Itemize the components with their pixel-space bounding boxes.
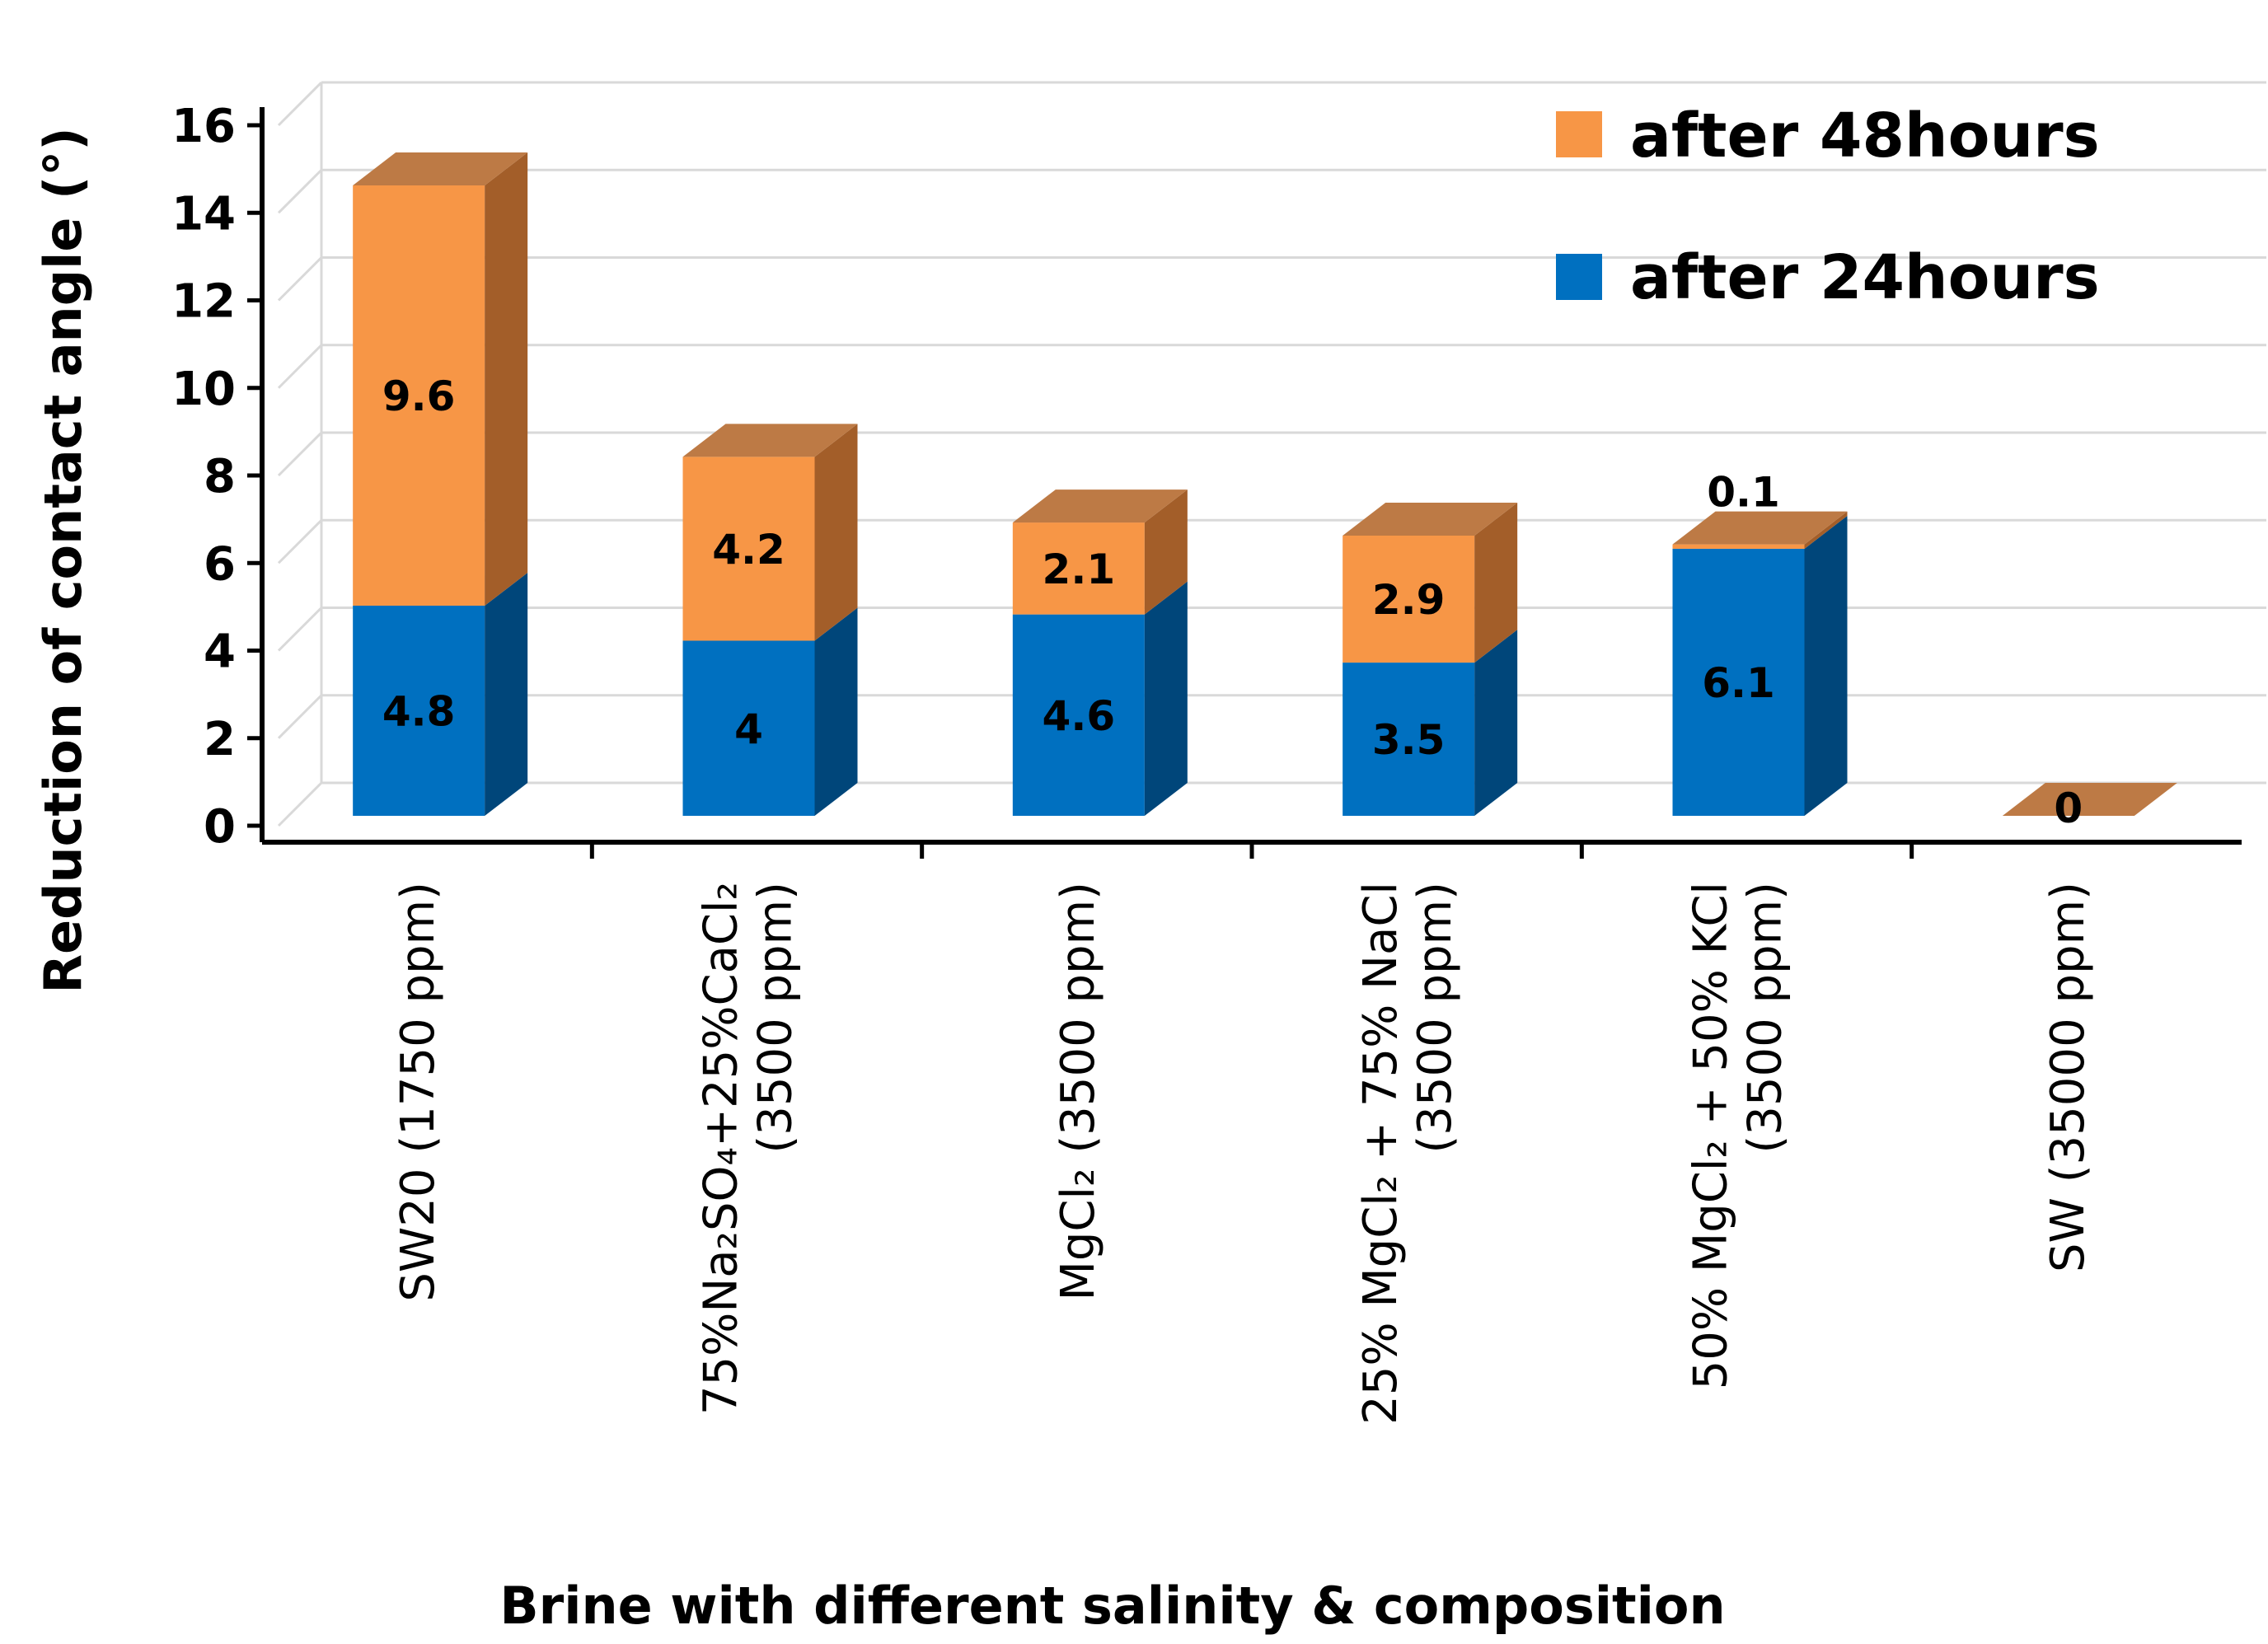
category-label-3-line-0: 25% MgCl₂ + 75% NaCl — [1354, 882, 1408, 1425]
y-tick-label-16: 16 — [171, 100, 236, 153]
gridline-side-14 — [277, 169, 323, 214]
bar-top-4 — [1672, 511, 1848, 545]
bar-side-after-24hours-4 — [1804, 515, 1848, 816]
data-label-after-24hours-4: 6.1 — [1702, 659, 1775, 707]
y-tick-label-6: 6 — [204, 537, 236, 591]
y-tick-label-12: 12 — [171, 275, 236, 329]
bar-front-after-24hours-4 — [1672, 548, 1805, 816]
chart-back-wall — [277, 81, 2266, 827]
legend: after 48hours after 24hours — [1556, 101, 2100, 313]
bar-top-1 — [682, 424, 858, 457]
bar-side-after-48hours-4 — [1804, 511, 1848, 549]
bar-top-5 — [2002, 783, 2177, 816]
gridline-side-4 — [277, 607, 323, 652]
gridline-side-8 — [277, 431, 323, 477]
y-tick-label-0: 0 — [204, 800, 236, 854]
data-label-after-24hours-3: 3.5 — [1372, 716, 1446, 764]
bar-top-0 — [353, 152, 528, 185]
legend-swatch-after-48hours — [1556, 111, 1602, 157]
bar-front-after-48hours-4 — [1672, 544, 1805, 549]
category-label-5-line-0: SW (35000 ppm) — [2041, 882, 2095, 1272]
legend-swatch-after-24hours — [1556, 254, 1602, 300]
bar-side-after-48hours-3 — [1474, 503, 1518, 663]
data-labels: 4.8 9.6 4 4.2 4.6 2.1 3.5 2.9 6.1 0.1 0 — [382, 372, 2083, 832]
bar-front-after-48hours-2 — [1012, 522, 1145, 615]
axes: 0 2 4 6 8 10 12 14 16 — [171, 100, 2242, 859]
gridline-side-2 — [277, 694, 323, 739]
bar-front-after-24hours-0 — [353, 606, 485, 816]
gridline-side-0 — [277, 781, 323, 827]
category-label-4-line-1: (3500 ppm) — [1739, 882, 1792, 1154]
data-label-after-48hours-4: 0.1 — [1707, 469, 1780, 517]
data-label-after-48hours-2: 2.1 — [1043, 546, 1116, 593]
category-label-2-line-0: MgCl₂ (3500 ppm) — [1052, 882, 1105, 1300]
data-label-after-24hours-0: 4.8 — [382, 688, 456, 736]
x-axis-title: Brine with different salinity & composit… — [499, 1576, 1725, 1636]
bar-top-2 — [1012, 489, 1188, 523]
bar-front-after-48hours-1 — [682, 457, 815, 641]
y-tick-label-14: 14 — [171, 187, 236, 241]
y-tick-label-2: 2 — [204, 713, 236, 766]
y-tick-label-4: 4 — [204, 625, 236, 679]
data-label-after-48hours-0: 9.6 — [382, 372, 456, 420]
y-axis-title: Reduction of contact angle (°) — [33, 127, 93, 993]
gridline-side-12 — [277, 256, 323, 302]
bar-side-after-48hours-2 — [1144, 489, 1188, 615]
category-label-1-line-0: 75%Na₂SO₄+25%CaCl₂ — [695, 882, 748, 1415]
category-label-4-line-0: 50% MgCl₂ + 50% KCl — [1685, 882, 1738, 1389]
bar-front-after-48hours-0 — [353, 185, 485, 606]
bar-front-after-48hours-3 — [1343, 536, 1475, 663]
category-label-3-line-1: (3500 ppm) — [1408, 882, 1462, 1154]
data-label-after-24hours-1: 4 — [734, 705, 763, 753]
bar-front-after-24hours-2 — [1012, 614, 1145, 816]
bar-side-after-48hours-1 — [814, 424, 858, 641]
y-tick-label-8: 8 — [204, 450, 236, 504]
legend-label-after-48hours: after 48hours — [1630, 101, 2100, 171]
gridline-side-10 — [277, 344, 323, 389]
data-label-after-48hours-3: 2.9 — [1372, 576, 1446, 624]
gridline-side-6 — [277, 519, 323, 564]
bar-top-3 — [1343, 503, 1518, 536]
bar-front-after-24hours-3 — [1343, 663, 1475, 816]
category-labels: SW20 (1750 ppm) 75%Na₂SO₄+25%CaCl₂ (3500 p… — [391, 882, 2095, 1425]
bars — [353, 152, 2177, 816]
category-label-0-line-0: SW20 (1750 ppm) — [391, 882, 445, 1302]
legend-label-after-24hours: after 24hours — [1630, 242, 2100, 313]
bar-side-after-24hours-0 — [485, 573, 528, 816]
bar-side-after-24hours-1 — [814, 607, 858, 816]
bar-side-after-24hours-3 — [1474, 630, 1518, 816]
bar-front-after-24hours-1 — [682, 640, 815, 816]
data-label-after-24hours-2: 4.6 — [1043, 692, 1116, 740]
bar-side-after-24hours-2 — [1144, 581, 1188, 816]
category-label-1-line-1: (3500 ppm) — [749, 882, 803, 1154]
y-tick-label-10: 10 — [171, 363, 236, 416]
bar-side-after-48hours-0 — [485, 152, 528, 606]
data-label-after-48hours-1: 4.2 — [712, 526, 785, 574]
data-label-after-48hours-5: 0 — [2054, 785, 2083, 832]
gridline-side-16 — [277, 81, 323, 127]
